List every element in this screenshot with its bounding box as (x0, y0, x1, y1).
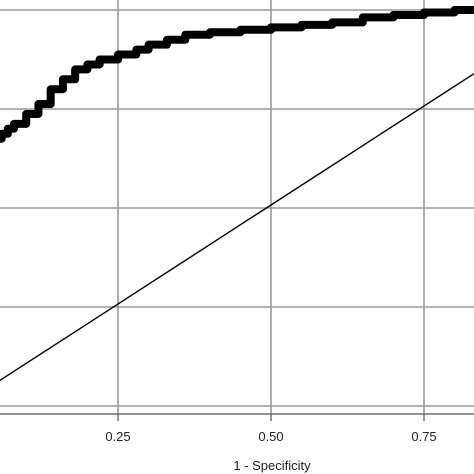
tick-label-layer: 0.25 0.50 0.75 (105, 429, 436, 444)
x-axis-title: 1 - Specificity (233, 458, 311, 473)
x-tick-label-2: 0.75 (411, 429, 436, 444)
x-tick-label-1: 0.50 (258, 429, 283, 444)
grid-layer (0, 0, 474, 421)
reference-diagonal-line (0, 72, 474, 382)
x-tick-label-0: 0.25 (105, 429, 130, 444)
series-layer (0, 6, 474, 382)
roc-curve (0, 6, 474, 143)
